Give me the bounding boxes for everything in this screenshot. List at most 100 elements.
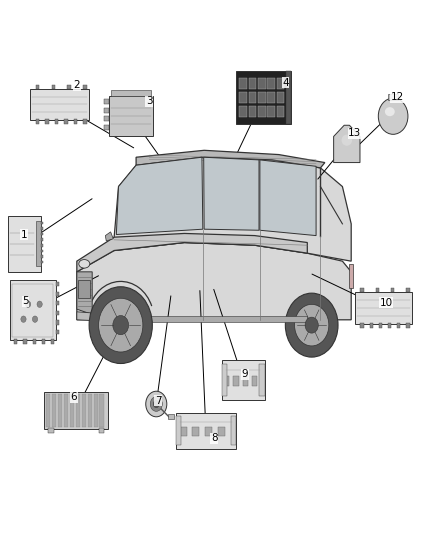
Text: 7: 7 (154, 396, 161, 406)
Bar (58, 394, 62, 427)
Bar (44, 392, 107, 429)
Bar (36, 85, 39, 89)
Polygon shape (105, 232, 113, 241)
Bar (74, 119, 77, 124)
Bar (259, 364, 264, 395)
Circle shape (294, 304, 328, 346)
Bar (239, 106, 247, 117)
Bar (88, 394, 92, 427)
Polygon shape (259, 160, 315, 236)
Bar (221, 360, 264, 400)
Bar (67, 85, 71, 89)
Bar (41, 249, 43, 252)
Polygon shape (114, 157, 350, 261)
Polygon shape (77, 243, 350, 320)
Polygon shape (77, 312, 112, 321)
Bar (369, 323, 372, 328)
Bar (205, 427, 212, 436)
Bar (239, 78, 247, 89)
Circle shape (153, 400, 159, 408)
Bar (360, 288, 363, 292)
Bar (248, 92, 256, 103)
Bar (221, 364, 226, 395)
Bar (103, 99, 109, 104)
Bar (56, 301, 59, 305)
Circle shape (145, 391, 166, 417)
Bar (248, 106, 256, 117)
Bar (267, 78, 275, 89)
Bar (258, 78, 265, 89)
Bar (378, 323, 381, 328)
Bar (36, 119, 39, 124)
Bar (56, 320, 59, 325)
Bar (248, 78, 256, 89)
Bar (12, 284, 53, 337)
Bar (41, 238, 43, 241)
Bar (167, 414, 174, 419)
Bar (239, 92, 247, 103)
Bar (267, 92, 275, 103)
Bar (390, 288, 393, 292)
Bar (111, 90, 150, 96)
Ellipse shape (79, 260, 90, 268)
Bar (285, 71, 290, 124)
Text: 1: 1 (21, 230, 28, 239)
Text: 5: 5 (22, 296, 29, 306)
Bar (354, 292, 411, 324)
Bar (52, 394, 56, 427)
Bar (56, 282, 59, 286)
Bar (217, 427, 225, 436)
Circle shape (113, 316, 128, 335)
Ellipse shape (384, 107, 394, 116)
Ellipse shape (378, 98, 407, 134)
Bar (55, 119, 58, 124)
Bar (230, 416, 236, 445)
Polygon shape (136, 150, 324, 168)
Bar (56, 311, 59, 315)
Bar (70, 394, 74, 427)
Bar (64, 119, 67, 124)
Circle shape (285, 293, 337, 357)
Bar (51, 339, 54, 344)
Bar (92, 316, 307, 322)
Bar (276, 78, 284, 89)
Bar (41, 244, 43, 247)
Bar (224, 376, 229, 386)
Text: 12: 12 (390, 92, 403, 102)
Bar (41, 261, 43, 263)
Circle shape (37, 301, 42, 308)
Text: 6: 6 (70, 392, 77, 402)
Text: 2: 2 (73, 80, 80, 90)
Circle shape (21, 316, 26, 322)
Bar (64, 394, 68, 427)
Bar (41, 233, 43, 236)
Polygon shape (77, 272, 92, 314)
Bar (242, 376, 247, 386)
Bar (36, 222, 41, 266)
Bar (41, 255, 43, 258)
Circle shape (304, 317, 318, 333)
Bar (175, 413, 236, 449)
Bar (251, 376, 256, 386)
Bar (405, 323, 409, 328)
Bar (41, 222, 43, 224)
Bar (258, 92, 265, 103)
Text: 10: 10 (379, 298, 392, 308)
Bar (83, 119, 87, 124)
Bar (175, 416, 180, 445)
Text: 3: 3 (145, 96, 152, 106)
Bar (30, 89, 89, 120)
Bar (75, 394, 80, 427)
Bar (109, 96, 152, 136)
Bar (41, 227, 43, 230)
Bar (360, 323, 363, 328)
Bar (396, 323, 399, 328)
Bar (99, 428, 104, 433)
Polygon shape (203, 157, 258, 230)
Bar (103, 125, 109, 130)
Bar (258, 106, 265, 117)
Text: 9: 9 (241, 369, 248, 379)
Bar (8, 216, 41, 272)
Bar (103, 108, 109, 112)
Bar (24, 339, 27, 344)
